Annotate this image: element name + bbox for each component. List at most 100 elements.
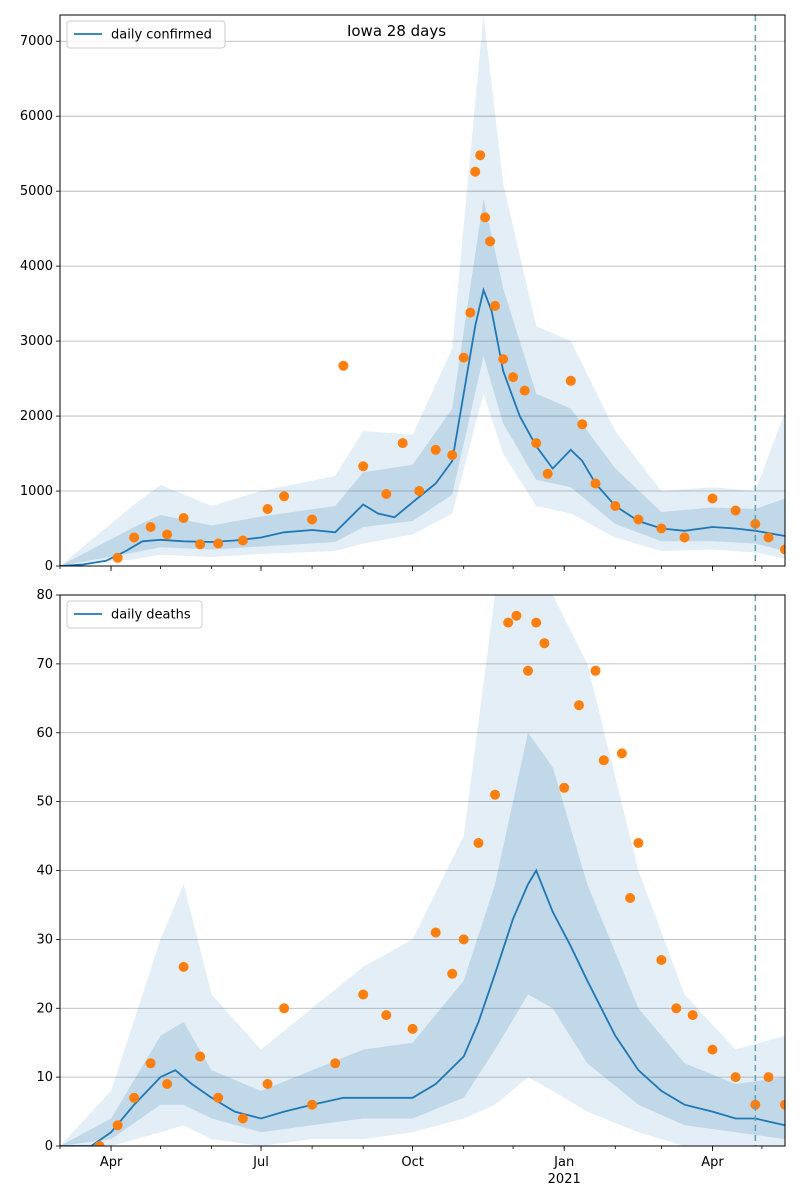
data-point xyxy=(577,419,588,430)
data-point xyxy=(195,539,206,550)
y-tick-label: 70 xyxy=(36,657,53,672)
legend: daily confirmed xyxy=(66,20,226,49)
data-point xyxy=(381,1010,392,1021)
data-point xyxy=(679,532,690,543)
data-point xyxy=(687,1010,698,1021)
data-point xyxy=(480,212,491,223)
data-point xyxy=(112,552,123,563)
data-point xyxy=(447,450,458,461)
data-point xyxy=(763,532,774,543)
data-point xyxy=(178,961,189,972)
data-point xyxy=(112,1120,123,1131)
data-point xyxy=(730,1072,741,1083)
data-point xyxy=(473,838,484,848)
legend-label: daily deaths xyxy=(111,608,191,623)
data-point xyxy=(407,1023,418,1034)
data-point xyxy=(511,610,522,621)
data-point xyxy=(763,1072,774,1083)
y-tick-label: 7000 xyxy=(20,34,53,49)
data-point xyxy=(616,748,627,759)
data-point xyxy=(519,385,530,396)
data-point xyxy=(539,638,550,649)
y-tick-label: 60 xyxy=(36,726,53,741)
y-tick-label: 10 xyxy=(36,1070,53,1085)
plot-area xyxy=(60,595,785,1146)
data-point xyxy=(531,617,542,628)
data-point xyxy=(498,354,509,365)
data-point xyxy=(430,927,441,938)
data-point xyxy=(162,1079,173,1089)
data-point xyxy=(94,1141,105,1146)
plot-area xyxy=(60,15,785,566)
data-point xyxy=(475,150,486,161)
confirmed-panel: 0 1000 2000 3000 4000 5000 6000 7000 Iowa 28 day… xyxy=(20,14,786,574)
chart-title: Iowa 28 days xyxy=(347,22,446,40)
data-point xyxy=(213,1092,224,1103)
outer-band xyxy=(60,595,785,1146)
data-point xyxy=(330,1058,341,1069)
series-line xyxy=(60,868,785,1146)
data-point xyxy=(358,461,369,472)
deaths-panel: 0 10 20 30 40 50 60 70 80 Apr Jul Oct Jan 2021 Apr dail… xyxy=(36,588,786,1187)
data-point xyxy=(145,522,156,532)
data-point xyxy=(542,468,553,479)
y-tick-label: 40 xyxy=(36,864,53,879)
data-point xyxy=(625,893,636,903)
data-point xyxy=(633,514,644,525)
data-point xyxy=(145,1058,156,1069)
data-point xyxy=(397,438,408,449)
x-tick-label: Jan xyxy=(553,1155,574,1170)
data-point xyxy=(458,352,469,363)
data-point xyxy=(730,505,741,516)
data-point xyxy=(307,1099,318,1110)
data-point xyxy=(307,514,318,525)
y-tick-label: 20 xyxy=(36,1001,53,1016)
data-point xyxy=(633,838,644,848)
data-point xyxy=(430,444,441,455)
data-point xyxy=(237,535,248,546)
data-point xyxy=(671,1003,682,1014)
inner-band xyxy=(60,732,785,1146)
data-point xyxy=(707,1044,718,1055)
x-tick-year-label: 2021 xyxy=(548,1172,581,1187)
data-point xyxy=(279,491,290,502)
data-point xyxy=(178,513,189,523)
x-tick-label: Apr xyxy=(100,1155,123,1170)
data-point xyxy=(470,166,481,177)
inner-band xyxy=(60,198,785,566)
data-point xyxy=(262,1079,273,1089)
y-tick-label: 2000 xyxy=(20,409,53,424)
data-point xyxy=(129,1092,140,1103)
legend: daily deaths xyxy=(66,600,203,629)
data-point xyxy=(465,307,476,318)
data-point xyxy=(458,934,469,945)
data-point xyxy=(598,755,609,766)
data-point xyxy=(656,523,667,534)
data-point xyxy=(162,529,173,540)
data-point xyxy=(523,665,533,676)
data-point xyxy=(508,372,519,383)
data-point xyxy=(503,617,514,628)
axes-frame xyxy=(59,594,786,1147)
data-point xyxy=(447,968,458,979)
x-tick-label: Apr xyxy=(701,1155,724,1170)
y-tick-label: 80 xyxy=(36,588,53,603)
data-point xyxy=(237,1113,248,1124)
data-point xyxy=(590,478,601,489)
data-point xyxy=(610,501,621,511)
data-point xyxy=(490,789,500,800)
data-point xyxy=(414,486,425,496)
data-point xyxy=(262,504,273,514)
legend-box xyxy=(66,20,226,49)
data-point xyxy=(338,360,349,371)
y-tick-label: 0 xyxy=(45,559,53,574)
y-tick-label: 3000 xyxy=(20,334,53,349)
outer-band xyxy=(60,15,785,566)
data-point xyxy=(490,300,500,311)
data-point xyxy=(559,782,570,793)
data-point xyxy=(780,1099,785,1110)
data-point xyxy=(656,955,667,965)
data-point xyxy=(565,375,576,386)
data-point xyxy=(780,544,785,555)
